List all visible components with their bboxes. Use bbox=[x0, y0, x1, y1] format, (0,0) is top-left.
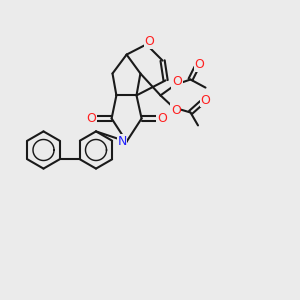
Text: O: O bbox=[172, 75, 182, 88]
Text: O: O bbox=[200, 94, 210, 107]
Text: O: O bbox=[86, 112, 96, 125]
Text: O: O bbox=[195, 58, 204, 71]
Text: O: O bbox=[157, 112, 167, 125]
Text: N: N bbox=[117, 135, 127, 148]
Text: O: O bbox=[145, 35, 154, 48]
Text: O: O bbox=[171, 104, 181, 117]
